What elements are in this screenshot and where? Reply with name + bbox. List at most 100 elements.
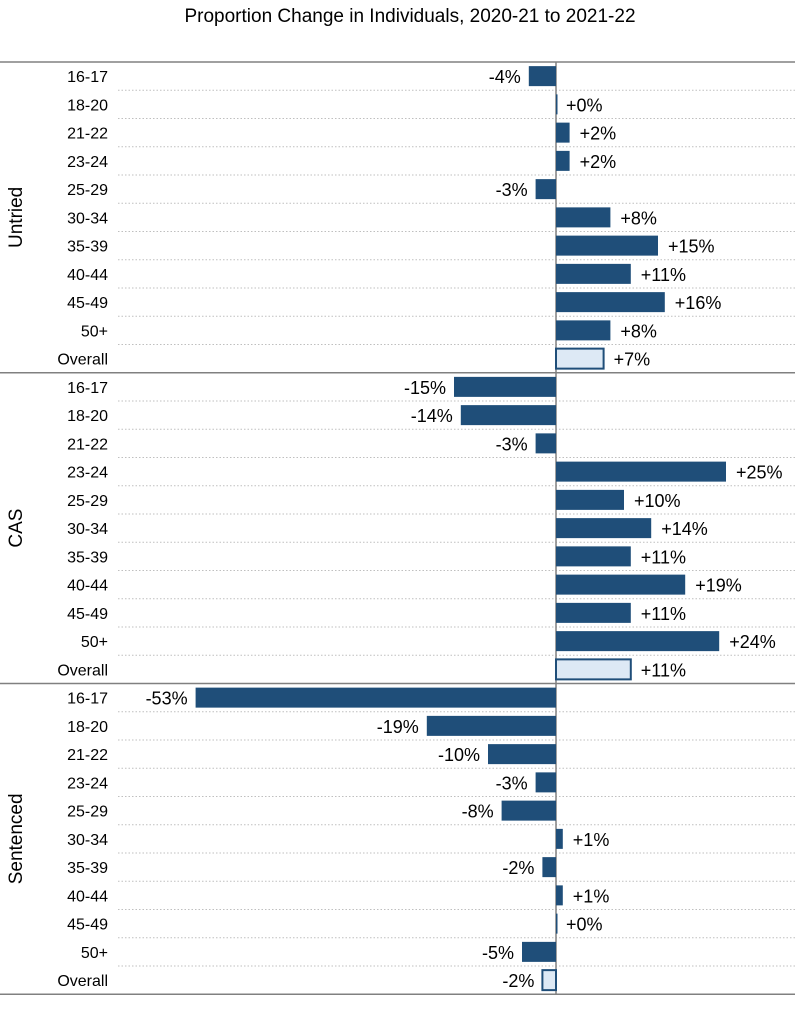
bar — [535, 433, 556, 454]
bar — [556, 602, 631, 623]
overall-bar — [555, 347, 605, 370]
bar — [556, 518, 652, 539]
category-label: 23-24 — [67, 154, 108, 171]
bar — [501, 800, 556, 821]
data-label: +19% — [695, 576, 742, 596]
category-label: 21-22 — [67, 747, 108, 764]
data-label: +10% — [634, 491, 681, 511]
data-label: +7% — [614, 350, 651, 370]
data-label: +11% — [641, 604, 686, 624]
bar — [522, 941, 556, 962]
bar — [556, 885, 563, 906]
category-label: 45-49 — [67, 295, 108, 312]
data-label: -8% — [462, 802, 494, 822]
category-label: Overall — [57, 352, 108, 369]
bar — [556, 292, 665, 313]
bar — [556, 94, 558, 115]
data-label: +0% — [566, 95, 603, 115]
data-label: -2% — [502, 858, 534, 878]
category-label: 25-29 — [67, 804, 108, 821]
category-label: 21-22 — [67, 126, 108, 143]
bar — [556, 235, 658, 256]
category-label: 25-29 — [67, 493, 108, 510]
group-label: Untried — [6, 187, 27, 248]
category-label: 16-17 — [67, 380, 108, 397]
category-label: 45-49 — [67, 917, 108, 934]
data-label: +11% — [641, 547, 686, 567]
category-label: 50+ — [81, 945, 108, 962]
data-label: +15% — [668, 237, 715, 257]
bar — [556, 263, 631, 284]
bar — [556, 150, 570, 171]
bar — [195, 687, 556, 708]
category-label: Overall — [57, 973, 108, 990]
group-label: CAS — [6, 509, 27, 548]
data-label: +1% — [573, 830, 610, 850]
bar — [556, 122, 570, 143]
data-label: +1% — [573, 886, 610, 906]
category-label: 16-17 — [67, 69, 108, 86]
category-label: 21-22 — [67, 436, 108, 453]
category-label: 23-24 — [67, 465, 108, 482]
bar — [556, 546, 631, 567]
data-label: -53% — [146, 689, 188, 709]
bar — [556, 461, 726, 482]
category-label: 23-24 — [67, 775, 108, 792]
data-label: -14% — [411, 406, 453, 426]
bar — [454, 376, 556, 397]
category-label: 18-20 — [67, 408, 108, 425]
data-label: -3% — [496, 434, 528, 454]
bar — [460, 405, 556, 426]
category-label: 40-44 — [67, 888, 108, 905]
bar — [556, 913, 558, 934]
overall-bar — [541, 969, 558, 992]
bar — [528, 66, 556, 87]
overall-bar — [555, 658, 632, 681]
category-label: 50+ — [81, 323, 108, 340]
category-label: 18-20 — [67, 97, 108, 114]
category-label: 50+ — [81, 634, 108, 651]
data-label: +2% — [580, 124, 617, 144]
bar — [556, 320, 611, 341]
category-label: 40-44 — [67, 267, 108, 284]
data-label: +8% — [620, 321, 657, 341]
bar — [535, 179, 556, 200]
data-label: +2% — [580, 152, 617, 172]
category-label: 18-20 — [67, 719, 108, 736]
chart-labels: 16-17 -4% 18-20 +0% 21-22 +2% 23-24 +2% 25-29 -3%… — [6, 67, 783, 991]
data-label: +8% — [620, 208, 657, 228]
chart-title: Proportion Change in Individuals, 2020-2… — [184, 6, 635, 27]
data-label: +16% — [675, 293, 722, 313]
bar — [556, 489, 624, 510]
category-label: 35-39 — [67, 860, 108, 877]
bar — [556, 574, 686, 595]
data-label: -3% — [496, 180, 528, 200]
category-label: 35-39 — [67, 549, 108, 566]
data-label: -19% — [377, 717, 419, 737]
data-label: -5% — [482, 943, 514, 963]
bar — [426, 715, 556, 736]
data-label: +24% — [729, 632, 776, 652]
category-label: 25-29 — [67, 182, 108, 199]
group-label: Sentenced — [6, 793, 27, 884]
bar — [535, 772, 556, 793]
data-label: -3% — [496, 773, 528, 793]
category-label: 45-49 — [67, 606, 108, 623]
category-label: 30-34 — [67, 210, 108, 227]
category-label: Overall — [57, 662, 108, 679]
category-label: 30-34 — [67, 832, 108, 849]
data-label: +25% — [736, 463, 783, 483]
chart-bars — [195, 66, 726, 992]
data-label: +11% — [641, 265, 686, 285]
data-label: +0% — [566, 915, 603, 935]
bar — [488, 744, 556, 765]
data-label: -10% — [438, 745, 480, 765]
category-label: 35-39 — [67, 239, 108, 256]
bar — [556, 207, 611, 228]
data-label: +14% — [661, 519, 708, 539]
bar — [556, 631, 720, 652]
data-label: -4% — [489, 67, 521, 87]
category-label: 16-17 — [67, 691, 108, 708]
category-label: 30-34 — [67, 521, 108, 538]
data-label: +11% — [641, 660, 686, 680]
